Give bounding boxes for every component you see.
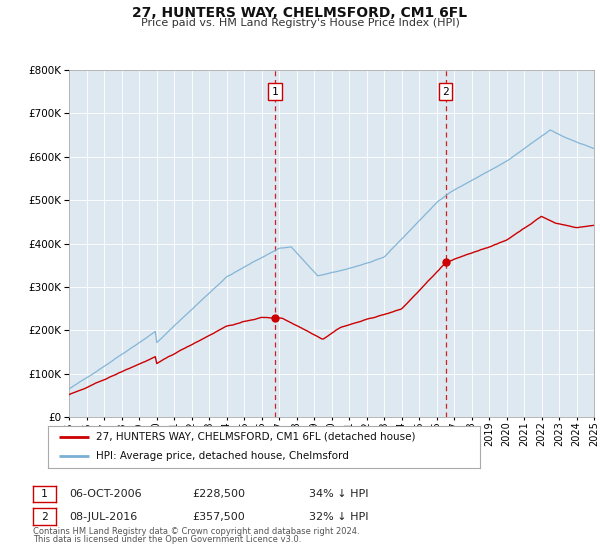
Text: 2: 2	[442, 87, 449, 97]
Text: Contains HM Land Registry data © Crown copyright and database right 2024.: Contains HM Land Registry data © Crown c…	[33, 527, 359, 536]
Text: 06-OCT-2006: 06-OCT-2006	[69, 489, 142, 499]
Text: £228,500: £228,500	[192, 489, 245, 499]
Text: 27, HUNTERS WAY, CHELMSFORD, CM1 6FL: 27, HUNTERS WAY, CHELMSFORD, CM1 6FL	[133, 6, 467, 20]
Text: Price paid vs. HM Land Registry's House Price Index (HPI): Price paid vs. HM Land Registry's House …	[140, 18, 460, 28]
Text: 2: 2	[41, 512, 48, 522]
Text: 27, HUNTERS WAY, CHELMSFORD, CM1 6FL (detached house): 27, HUNTERS WAY, CHELMSFORD, CM1 6FL (de…	[95, 432, 415, 442]
Text: 1: 1	[41, 489, 48, 499]
Text: This data is licensed under the Open Government Licence v3.0.: This data is licensed under the Open Gov…	[33, 535, 301, 544]
Text: £357,500: £357,500	[192, 512, 245, 522]
Text: 1: 1	[272, 87, 278, 97]
Text: 08-JUL-2016: 08-JUL-2016	[69, 512, 137, 522]
Text: 34% ↓ HPI: 34% ↓ HPI	[309, 489, 368, 499]
Text: 32% ↓ HPI: 32% ↓ HPI	[309, 512, 368, 522]
Text: HPI: Average price, detached house, Chelmsford: HPI: Average price, detached house, Chel…	[95, 451, 349, 461]
